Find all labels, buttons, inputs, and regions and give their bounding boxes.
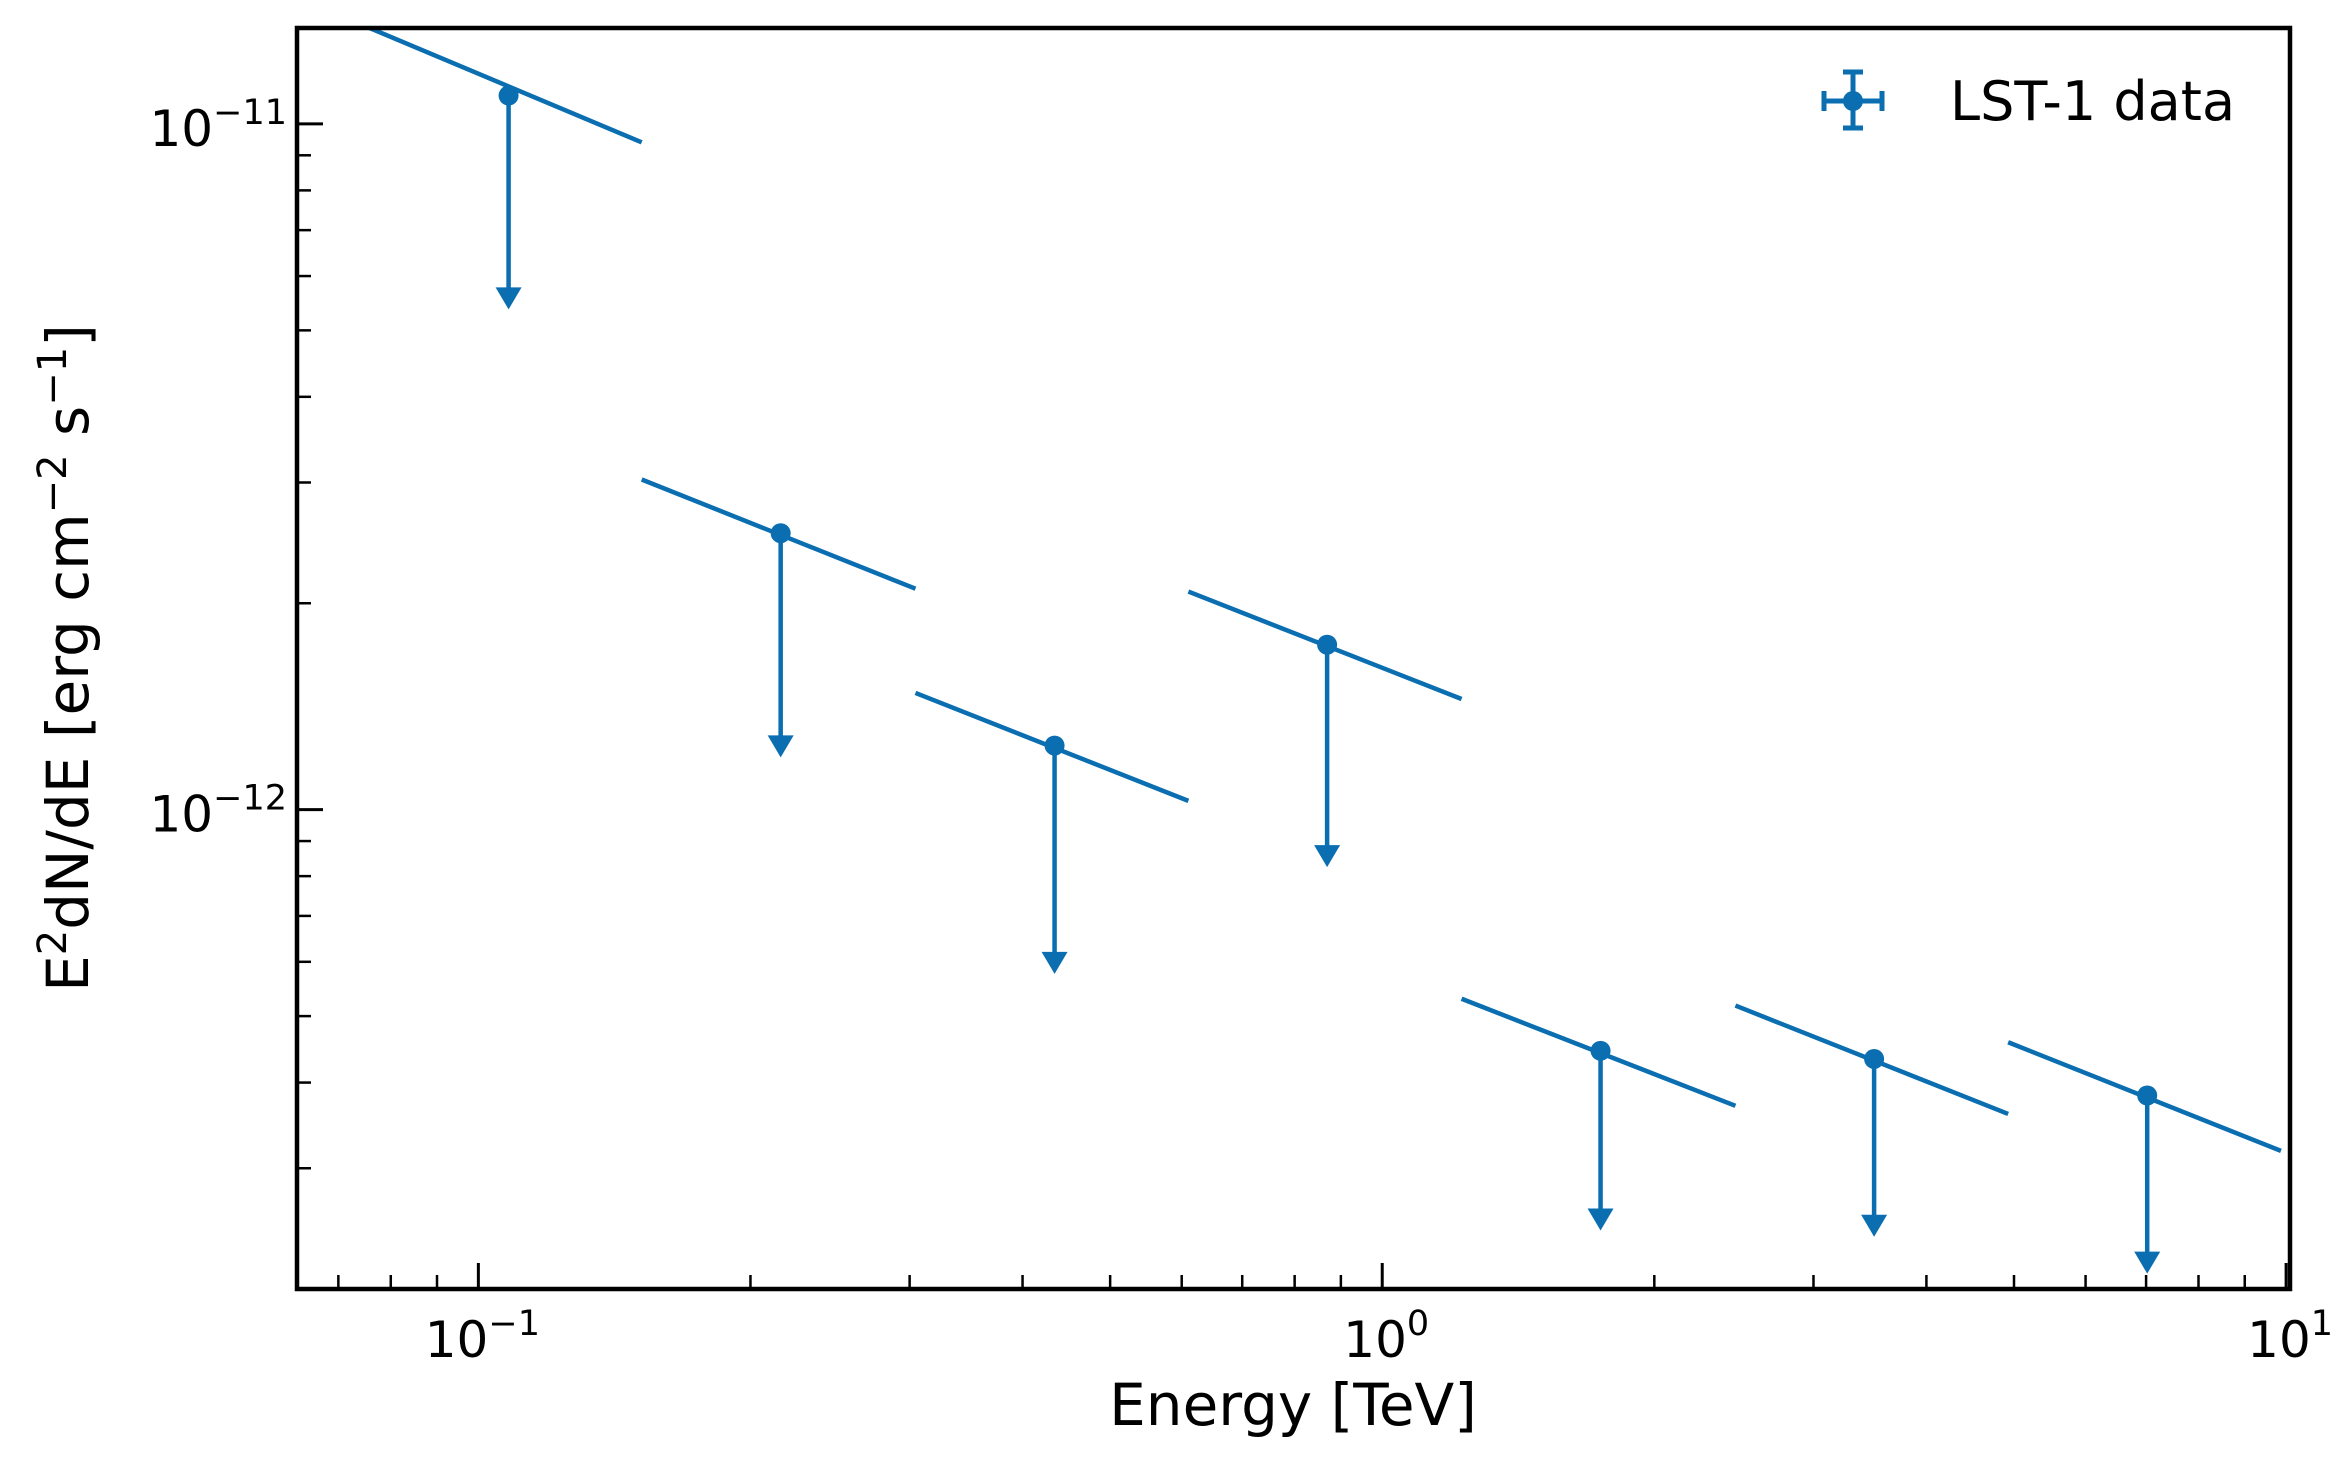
y-tick-label-exponent: −11 (213, 93, 287, 133)
data-point (770, 523, 791, 544)
legend-label: LST-1 data (1950, 70, 2235, 133)
x-tick-label: 10−1 (425, 1304, 540, 1369)
upper-limit-arrow-head (1314, 845, 1341, 868)
y-tick-label: 10−12 (150, 779, 288, 844)
x-tick-label-base: 10 (425, 1311, 489, 1369)
major-ticks (297, 122, 2288, 1289)
data-point (1317, 634, 1338, 655)
x-tick-label-exponent: 0 (1407, 1304, 1429, 1344)
upper-limit-6 (1734, 1003, 2009, 1237)
data-point (1590, 1040, 1611, 1061)
y-label-sup: −2 (30, 454, 76, 513)
y-label-part: ] (34, 324, 102, 347)
upper-limit-7 (2007, 1040, 2282, 1274)
data-point (2137, 1085, 2158, 1106)
x-axis-label: Energy [TeV] (1109, 1371, 1477, 1439)
y-tick-label: 10−11 (150, 93, 288, 158)
y-label-sup: −1 (30, 347, 76, 406)
plot-frame (294, 25, 2293, 1292)
data-layer (368, 25, 2282, 1274)
x-tick-label: 100 (1343, 1304, 1429, 1369)
y-tick-label-exponent: −12 (213, 779, 287, 819)
upper-limit-4 (1187, 589, 1463, 868)
x-tick-label-base: 10 (1343, 1311, 1407, 1369)
data-point (498, 85, 519, 106)
upper-limit-arrow-head (767, 735, 794, 758)
y-label-sup: 2 (30, 930, 76, 955)
x-tick-label-base: 10 (2247, 1311, 2311, 1369)
upper-limit-arrow-head (1861, 1214, 1888, 1237)
upper-limit-1 (368, 25, 643, 310)
y-label-part: s (34, 406, 102, 455)
upper-limit-arrow-head (1587, 1208, 1614, 1231)
upper-limit-2 (640, 477, 917, 758)
y-axis-label: E2dN/dE [erg cm−2 s−1] (30, 324, 102, 992)
data-point (1044, 735, 1065, 756)
minor-ticks (297, 154, 2246, 1291)
y-label-part: E (34, 955, 102, 992)
x-tick-label-exponent: 1 (2311, 1304, 2333, 1344)
upper-limit-3 (914, 690, 1190, 974)
legend: LST-1 data (1821, 69, 2235, 133)
y-tick-label-base: 10 (150, 100, 214, 158)
upper-limit-arrow-head (2134, 1251, 2161, 1274)
data-point (1864, 1048, 1885, 1069)
x-tick-label: 101 (2247, 1304, 2333, 1369)
y-tick-label-base: 10 (150, 786, 214, 844)
x-tick-label-exponent: −1 (488, 1304, 540, 1344)
legend-marker (1821, 69, 1885, 131)
upper-limit-arrow-head (1041, 951, 1068, 974)
energy-bin-bar (368, 25, 643, 145)
y-label-part: dN/dE [erg cm (34, 513, 102, 929)
upper-limit-arrow-head (495, 287, 522, 310)
upper-limit-5 (1460, 996, 1737, 1231)
